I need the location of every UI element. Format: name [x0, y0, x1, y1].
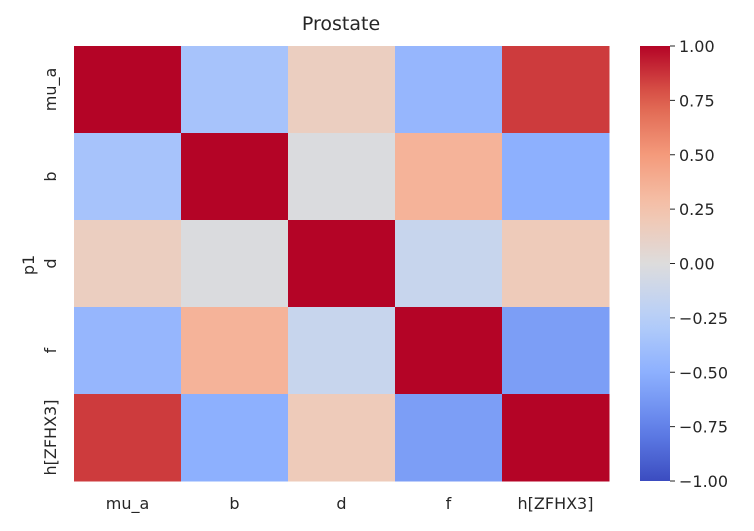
colorbar-tick-label: 0.25 — [679, 200, 715, 219]
colorbar-tick-label: 1.00 — [679, 37, 715, 56]
heatmap-cell — [181, 46, 289, 134]
heatmap-cell — [181, 220, 289, 308]
colorbar-tick-label: −1.00 — [679, 472, 728, 491]
y-tick-label: f — [41, 347, 60, 353]
heatmap-cell — [502, 133, 610, 221]
y-tick-label: mu_a — [41, 68, 61, 112]
y-tick-label: b — [41, 171, 60, 181]
x-tick-labels: mu_a b d f h[ZFHX3] — [106, 494, 594, 514]
colorbar-tick-label: −0.50 — [679, 363, 728, 382]
heatmap-cell — [74, 394, 182, 482]
heatmap-cell — [181, 394, 289, 482]
heatmap-cell — [288, 133, 396, 221]
heatmap-cell — [181, 133, 289, 221]
colorbar-gradient — [640, 46, 670, 481]
colorbar-tick-label: 0.00 — [679, 255, 715, 274]
colorbar: 1.00 0.75 0.50 0.25 0.00 −0.25 −0.50 −0.75 −1.00 — [640, 37, 728, 491]
heatmap-cell — [181, 307, 289, 395]
colorbar-ticks: 1.00 0.75 0.50 0.25 0.00 −0.25 −0.50 −0.75 −1.00 — [670, 37, 728, 491]
heatmap-cell — [288, 307, 396, 395]
heatmap-cell — [74, 133, 182, 221]
y-tick-label: h[ZFHX3] — [41, 400, 60, 476]
x-tick-label: d — [336, 494, 346, 513]
colorbar-tick-label: 0.50 — [679, 146, 715, 165]
colorbar-tick-label: −0.75 — [679, 418, 728, 437]
heatmap-cell — [74, 46, 182, 134]
heatmap-cell — [395, 46, 503, 134]
x-tick-label: f — [446, 494, 452, 513]
y-tick-labels: mu_ab d f h[ZFHX3] — [41, 68, 61, 476]
heatmap-cell — [502, 307, 610, 395]
chart-title: Prostate — [302, 13, 380, 35]
heatmap-cell — [395, 133, 503, 221]
heatmap-cell — [502, 394, 610, 482]
colorbar-tick-label: 0.75 — [679, 91, 715, 110]
heatmap-cell — [395, 220, 503, 308]
x-tick-label: mu_a — [106, 494, 150, 514]
heatmap-cells — [74, 46, 610, 482]
x-tick-label: b — [229, 494, 239, 513]
heatmap-cell — [395, 307, 503, 395]
heatmap-cell — [288, 46, 396, 134]
heatmap-cell — [502, 46, 610, 134]
heatmap-cell — [395, 394, 503, 482]
heatmap-cell — [502, 220, 610, 308]
heatmap-cell — [288, 394, 396, 482]
y-tick-label: d — [41, 258, 60, 268]
heatmap-cell — [74, 220, 182, 308]
x-tick-label: h[ZFHX3] — [518, 494, 594, 513]
heatmap-cell — [288, 220, 396, 308]
y-axis-label: p1 — [19, 255, 38, 275]
colorbar-tick-label: −0.25 — [679, 309, 728, 328]
heatmap-cell — [74, 307, 182, 395]
